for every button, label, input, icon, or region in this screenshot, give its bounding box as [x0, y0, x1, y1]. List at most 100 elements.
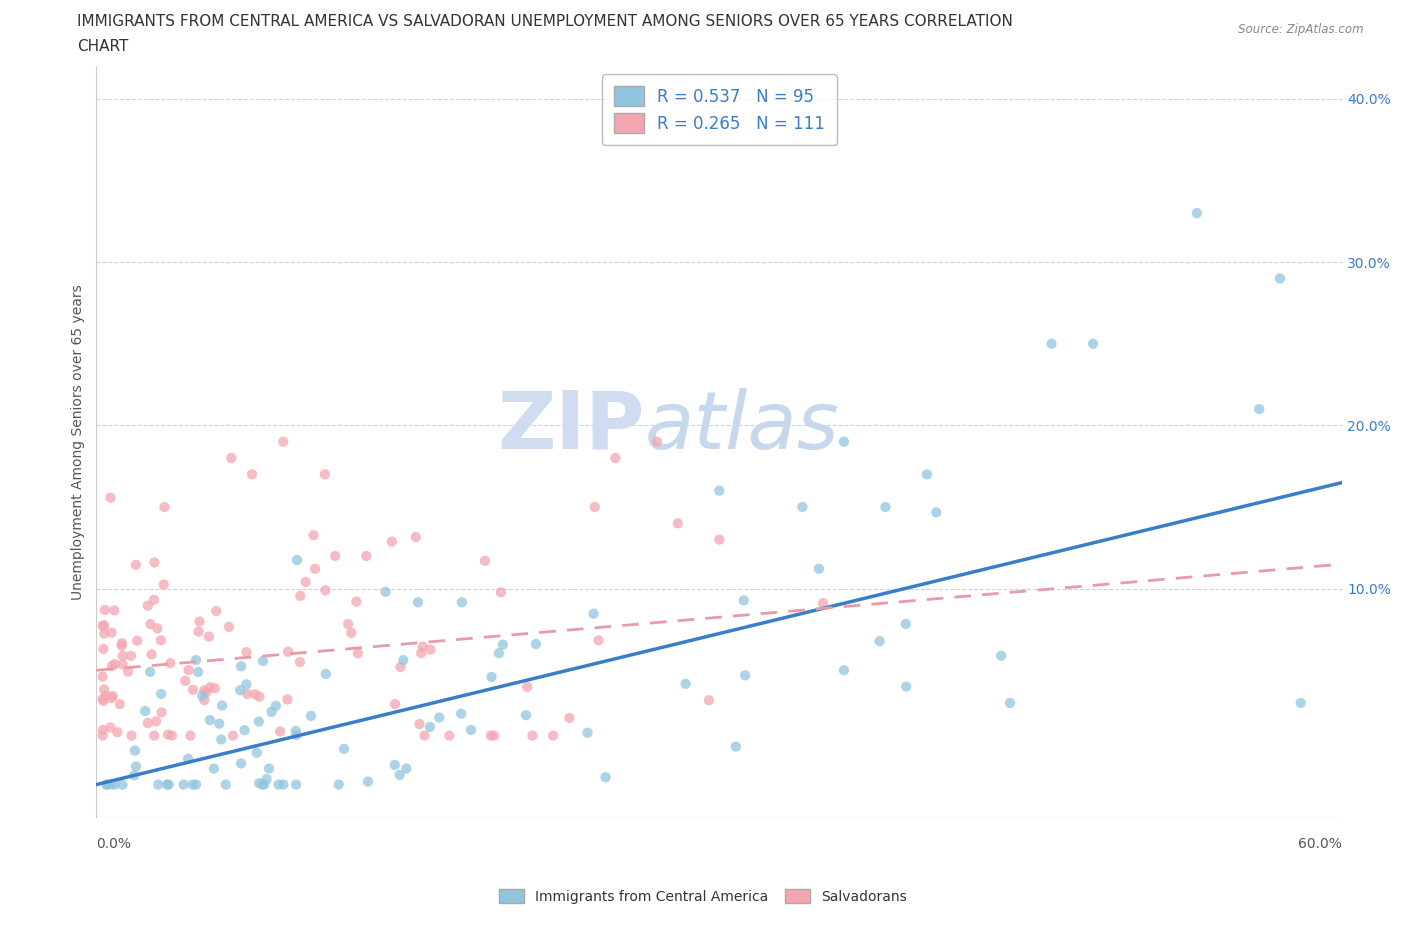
Point	[247, 776, 270, 790]
Point	[374, 584, 396, 599]
Point	[481, 670, 503, 684]
Point	[405, 529, 427, 544]
Point	[101, 658, 124, 673]
Point	[257, 761, 280, 776]
Point	[328, 777, 350, 792]
Point	[125, 557, 148, 572]
Point	[146, 621, 169, 636]
Point	[208, 716, 231, 731]
Point	[94, 688, 117, 703]
Point	[419, 642, 441, 657]
Point	[157, 727, 180, 742]
Point	[253, 777, 276, 792]
Point	[187, 665, 209, 680]
Text: atlas: atlas	[644, 388, 839, 466]
Point	[450, 706, 472, 721]
Point	[675, 676, 697, 691]
Point	[1289, 696, 1312, 711]
Text: Source: ZipAtlas.com: Source: ZipAtlas.com	[1239, 23, 1364, 36]
Point	[381, 534, 404, 549]
Point	[111, 648, 134, 663]
Point	[150, 686, 173, 701]
Point	[125, 759, 148, 774]
Point	[290, 589, 312, 604]
Point	[832, 434, 855, 449]
Point	[333, 741, 356, 756]
Point	[524, 636, 547, 651]
Point	[413, 728, 436, 743]
Point	[91, 728, 114, 743]
Point	[218, 619, 240, 634]
Point	[100, 691, 122, 706]
Point	[605, 450, 627, 465]
Point	[346, 646, 368, 661]
Point	[187, 624, 209, 639]
Point	[153, 499, 176, 514]
Point	[277, 644, 299, 659]
Point	[479, 728, 502, 743]
Legend: R = 0.537   N = 95, R = 0.265   N = 111: R = 0.537 N = 95, R = 0.265 N = 111	[602, 74, 837, 145]
Point	[406, 595, 429, 610]
Point	[139, 617, 162, 631]
Point	[595, 770, 617, 785]
Point	[188, 614, 211, 629]
Point	[149, 633, 172, 648]
Point	[304, 562, 326, 577]
Point	[91, 692, 114, 707]
Point	[724, 739, 747, 754]
Point	[734, 668, 756, 683]
Point	[256, 772, 278, 787]
Point	[100, 490, 122, 505]
Point	[148, 777, 170, 792]
Point	[896, 679, 918, 694]
Point	[247, 714, 270, 729]
Point	[221, 450, 243, 465]
Point	[915, 467, 938, 482]
Point	[100, 777, 122, 792]
Point	[91, 618, 114, 633]
Point	[204, 681, 226, 696]
Point	[285, 552, 308, 567]
Point	[832, 663, 855, 678]
Point	[488, 645, 510, 660]
Point	[111, 657, 134, 671]
Point	[145, 714, 167, 729]
Point	[411, 645, 433, 660]
Point	[104, 777, 127, 792]
Point	[299, 709, 322, 724]
Point	[284, 724, 307, 738]
Point	[492, 637, 515, 652]
Point	[160, 728, 183, 743]
Text: 0.0%: 0.0%	[97, 837, 131, 851]
Point	[264, 698, 287, 713]
Point	[419, 720, 441, 735]
Point	[124, 768, 146, 783]
Point	[516, 680, 538, 695]
Point	[177, 663, 200, 678]
Point	[558, 711, 581, 725]
Point	[229, 683, 252, 698]
Point	[990, 648, 1012, 663]
Point	[181, 683, 204, 698]
Point	[136, 716, 159, 731]
Point	[156, 777, 179, 792]
Point	[384, 758, 406, 773]
Point	[482, 728, 505, 743]
Point	[269, 724, 291, 738]
Point	[205, 604, 228, 618]
Point	[522, 728, 544, 743]
Point	[195, 685, 218, 700]
Point	[184, 777, 207, 792]
Point	[100, 625, 122, 640]
Point	[173, 777, 195, 792]
Point	[583, 499, 606, 514]
Point	[709, 484, 731, 498]
Point	[198, 630, 221, 644]
Point	[389, 659, 412, 674]
Point	[198, 712, 221, 727]
Point	[143, 555, 166, 570]
Point	[427, 711, 450, 725]
Point	[315, 667, 337, 682]
Point	[451, 595, 474, 610]
Point	[474, 553, 496, 568]
